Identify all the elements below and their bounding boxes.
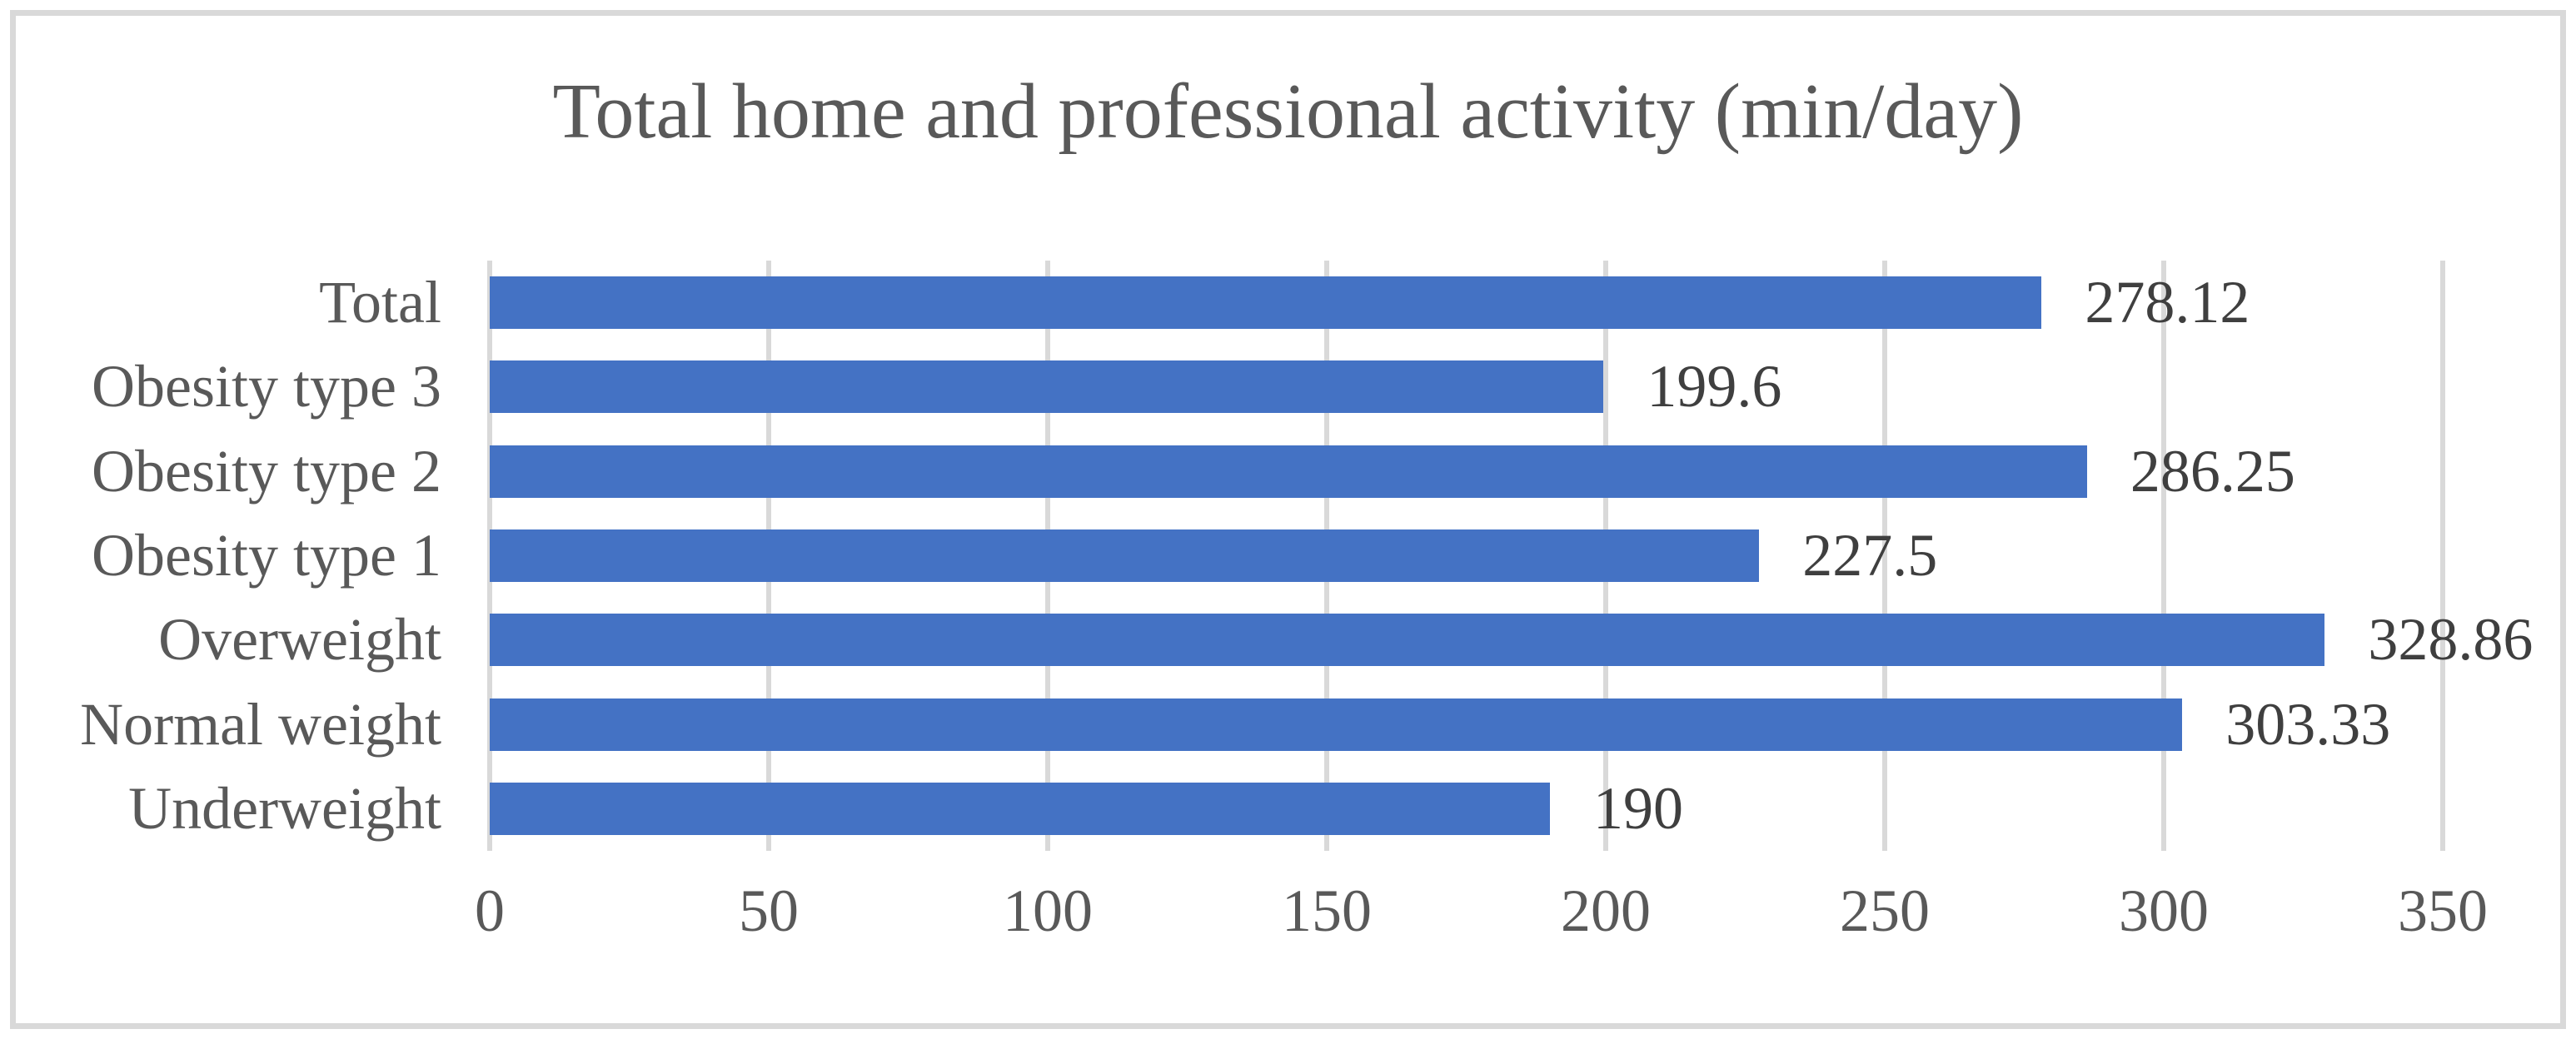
bar (490, 614, 2325, 667)
category-label: Overweight (158, 606, 441, 674)
value-label: 328.86 (2368, 606, 2534, 674)
gridline-250 (1882, 261, 1887, 851)
x-tick-label-300: 300 (2119, 877, 2209, 944)
category-label: Obesity type 3 (92, 353, 441, 420)
value-label: 303.33 (2225, 690, 2391, 758)
value-label: 286.25 (2130, 437, 2295, 505)
category-label: Underweight (128, 774, 441, 842)
bar (490, 529, 1760, 582)
chart-title: Total home and professional activity (mi… (552, 68, 2024, 155)
x-tick-label-50: 50 (739, 877, 799, 944)
x-axis: 0 50 100 150 200 250 300 350 (475, 872, 2488, 949)
gridline-300 (2161, 261, 2166, 851)
x-tick-label-0: 0 (475, 877, 505, 944)
value-label: 190 (1593, 774, 1683, 842)
category-label: Obesity type 1 (92, 521, 441, 589)
x-tick-label-200: 200 (1561, 877, 1651, 944)
bar (490, 445, 2087, 498)
value-label: 227.5 (1802, 521, 1938, 589)
gridline-350 (2440, 261, 2445, 851)
category-axis: Total Obesity type 3 Obesity type 2 Obesity… (16, 261, 441, 851)
x-tick-label-100: 100 (1003, 877, 1093, 944)
figure-border (10, 10, 2566, 1029)
plot-area: 278.12 199.6 286.25 227.5 328.86 303.33 190 (487, 261, 2533, 851)
category-label: Normal weight (80, 690, 441, 758)
value-label: 199.6 (1647, 353, 1782, 420)
bar (490, 360, 1604, 414)
x-tick-label-150: 150 (1282, 877, 1372, 944)
value-label: 278.12 (2085, 269, 2250, 336)
x-tick-label-250: 250 (1840, 877, 1930, 944)
category-label: Obesity type 2 (92, 437, 441, 505)
category-label: Total (319, 269, 441, 336)
x-tick-label-350: 350 (2398, 877, 2488, 944)
bar (490, 782, 1550, 835)
bar (490, 276, 2042, 330)
bar (490, 698, 2183, 751)
